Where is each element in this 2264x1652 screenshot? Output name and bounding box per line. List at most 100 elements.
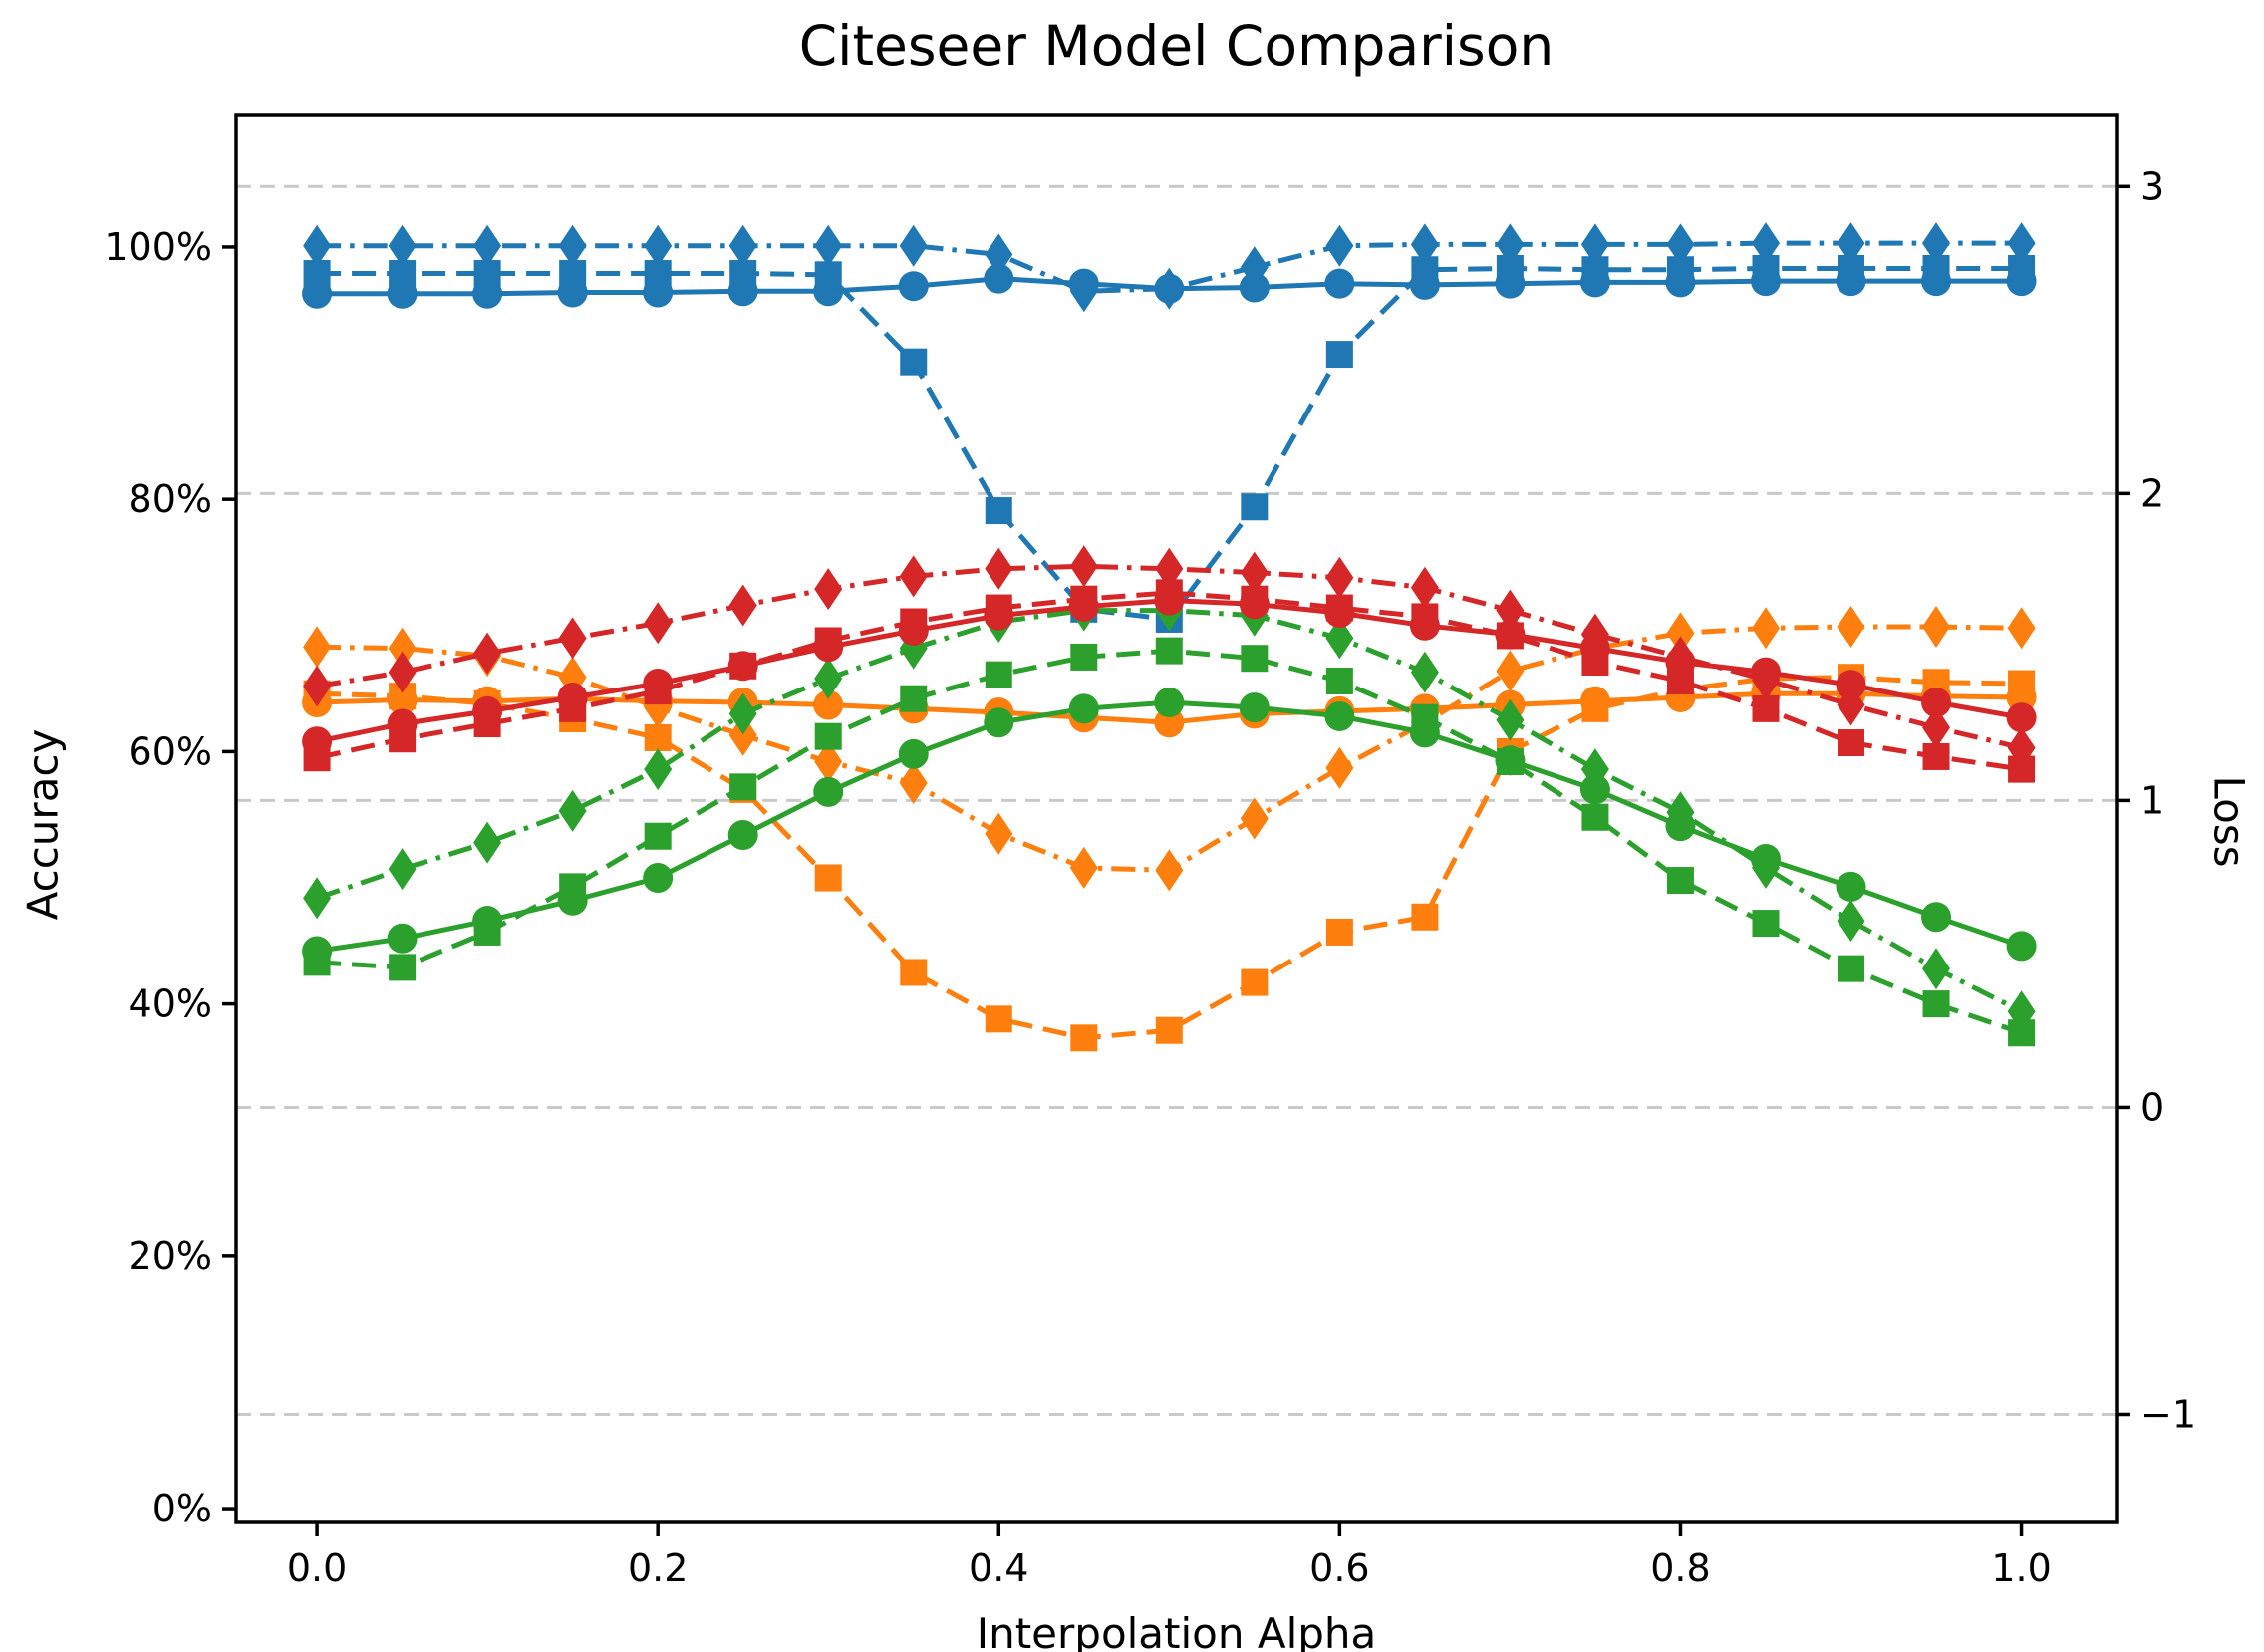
data-point-green-diamond-dashdot-x0.1: [473, 821, 502, 864]
data-point-orange-diamond-dashdot-x0.95: [1922, 606, 1950, 648]
data-point-green-diamond-dashdot-x0.75: [1580, 748, 1609, 791]
data-point-green-circle-solid-x0.5: [1154, 688, 1185, 718]
data-point-red-square-dashed-x0.1: [473, 710, 501, 738]
data-point-red-square-dashed-x0.6: [1325, 594, 1353, 622]
series-blue-diamond-dashdot: [303, 222, 2036, 313]
data-point-green-square-dashed-x0.6: [1325, 667, 1353, 694]
data-point-red-diamond-dashdot-x0.35: [899, 555, 928, 598]
y-right-tick-label-1: 1: [2140, 778, 2164, 822]
data-point-blue-diamond-dashdot-x0.95: [1922, 222, 1950, 265]
data-point-green-square-dashed-x0.45: [1070, 643, 1098, 671]
data-point-blue-square-dashed-x0.4: [985, 497, 1012, 525]
data-point-blue-diamond-dashdot-x1: [2007, 222, 2036, 265]
data-point-green-diamond-dashdot-x0.6: [1325, 617, 1354, 660]
data-point-green-square-dashed-x0.15: [559, 873, 587, 901]
data-point-orange-diamond-dashdot-x0.05: [388, 627, 417, 670]
y-left-tick-label-0: 0%: [152, 1487, 212, 1530]
data-point-orange-diamond-dashdot-x0.9: [1837, 606, 1865, 648]
data-point-blue-diamond-dashdot-x0.5: [1155, 267, 1184, 310]
data-point-green-diamond-dashdot-x0.9: [1837, 900, 1865, 943]
data-point-red-square-dashed-x0.2: [644, 678, 672, 705]
data-point-green-diamond-dashdot-x0.85: [1752, 846, 1780, 889]
data-point-orange-diamond-dashdot-x1: [2007, 607, 2036, 650]
data-point-blue-circle-solid-x0.6: [1324, 268, 1355, 299]
data-point-blue-diamond-dashdot-x0.75: [1580, 223, 1609, 266]
data-point-green-diamond-dashdot-x1: [2007, 990, 2036, 1033]
x-tick-label-0.6: 0.6: [1309, 1546, 1369, 1590]
data-point-orange-diamond-dashdot-x0.4: [985, 812, 1013, 855]
series-line-blue-diamond-dashdot: [317, 240, 2022, 294]
data-point-red-diamond-dashdot-x0.6: [1325, 556, 1354, 599]
data-point-orange-diamond-dashdot-x0.3: [814, 740, 843, 783]
data-point-green-circle-solid-x1: [2006, 931, 2037, 962]
data-point-blue-diamond-dashdot-x0.25: [728, 224, 757, 267]
data-point-green-circle-solid-x0.95: [1921, 902, 1952, 933]
data-point-orange-square-dashed-x0.45: [1070, 1024, 1098, 1052]
y-left-tick-label-60: 60%: [129, 729, 212, 773]
data-point-red-square-dashed-x0.45: [1070, 585, 1098, 613]
data-point-orange-diamond-dashdot-x0.8: [1666, 612, 1695, 655]
data-point-green-square-dashed-x0.35: [900, 685, 928, 712]
data-point-green-square-dashed-x0.1: [473, 918, 501, 946]
data-point-green-diamond-dashdot-x0.05: [388, 848, 417, 891]
data-point-red-diamond-dashdot-x0.95: [1922, 706, 1950, 749]
data-point-green-circle-solid-x0.55: [1239, 692, 1270, 723]
data-point-red-diamond-dashdot-x0.9: [1837, 684, 1865, 726]
data-point-red-square-dashed-x0.4: [985, 594, 1012, 622]
data-point-orange-square-dashed-x0.2: [644, 723, 672, 751]
data-point-green-circle-solid-x0.35: [898, 738, 929, 769]
data-point-blue-square-dashed-x0.35: [900, 348, 928, 376]
data-point-green-square-dashed-x0: [303, 949, 331, 976]
data-point-red-diamond-dashdot-x0: [303, 665, 332, 707]
data-point-orange-square-dashed-x0.5: [1155, 1016, 1183, 1044]
data-point-blue-diamond-dashdot-x0.85: [1752, 222, 1780, 265]
data-point-blue-diamond-dashdot-x0.9: [1837, 222, 1865, 265]
data-point-green-square-dashed-x0.2: [644, 822, 672, 850]
data-point-blue-diamond-dashdot-x0.3: [814, 224, 843, 267]
data-point-green-diamond-dashdot-x0.3: [814, 658, 843, 699]
data-point-red-diamond-dashdot-x0.45: [1069, 545, 1098, 588]
x-tick-label-0: 0.0: [287, 1546, 347, 1590]
data-point-red-diamond-dashdot-x0.7: [1496, 589, 1525, 632]
data-point-red-diamond-dashdot-x0.85: [1752, 659, 1780, 701]
data-point-orange-diamond-dashdot-x0.55: [1240, 797, 1269, 840]
series-line-red-diamond-dashdot: [316, 563, 2023, 751]
data-point-red-circle-solid-x0.95: [1921, 688, 1952, 718]
data-point-red-diamond-dashdot-x0.4: [985, 547, 1013, 590]
data-point-green-square-dashed-x0.4: [985, 661, 1012, 688]
data-point-orange-diamond-dashdot-x0.6: [1325, 746, 1354, 789]
data-point-red-diamond-dashdot-x0.05: [388, 651, 417, 693]
data-point-orange-diamond-dashdot-x0.7: [1496, 650, 1525, 692]
data-point-orange-circle-solid-x0.3: [813, 689, 844, 720]
data-point-red-diamond-dashdot-x0.65: [1410, 566, 1439, 609]
y-axis-label-left: Accuracy: [18, 728, 68, 921]
data-point-orange-square-dashed-x0.6: [1325, 918, 1353, 946]
data-point-green-diamond-dashdot-x0.8: [1666, 791, 1695, 834]
data-point-green-diamond-dashdot-x0.25: [728, 692, 757, 735]
data-point-red-square-dashed-x0.35: [900, 608, 928, 636]
y-right-tick-label--1: −1: [2140, 1392, 2196, 1436]
data-point-blue-diamond-dashdot-x0.05: [388, 224, 417, 267]
x-tick-label-0.4: 0.4: [969, 1546, 1028, 1590]
data-point-green-square-dashed-x0.65: [1411, 703, 1439, 731]
data-point-green-circle-solid-x0.4: [984, 707, 1014, 738]
data-point-green-square-dashed-x0.7: [1496, 748, 1524, 776]
y-left-tick-label-20: 20%: [129, 1235, 212, 1278]
data-point-blue-diamond-dashdot-x0.1: [473, 224, 502, 267]
data-point-red-square-dashed-x0: [303, 744, 331, 772]
x-tick-label-0.8: 0.8: [1650, 1546, 1710, 1590]
data-point-red-square-dashed-x0.3: [814, 627, 842, 655]
y-right-tick-label-2: 2: [2140, 471, 2164, 515]
data-point-green-square-dashed-x0.55: [1241, 645, 1269, 673]
data-point-red-diamond-dashdot-x0.2: [644, 602, 673, 645]
data-point-blue-diamond-dashdot-x0.45: [1069, 270, 1098, 313]
data-point-orange-square-dashed-x0.65: [1411, 903, 1439, 931]
data-point-red-square-dashed-x0.05: [389, 725, 417, 753]
series-green-square-dashed: [303, 637, 2036, 1047]
data-point-red-diamond-dashdot-x0.55: [1240, 551, 1269, 594]
data-point-red-diamond-dashdot-x0.75: [1580, 613, 1609, 656]
data-point-orange-diamond-dashdot-x0.25: [728, 713, 757, 756]
chart-title: Citeseer Model Comparison: [798, 14, 1555, 78]
data-point-orange-diamond-dashdot-x0.45: [1069, 846, 1098, 889]
